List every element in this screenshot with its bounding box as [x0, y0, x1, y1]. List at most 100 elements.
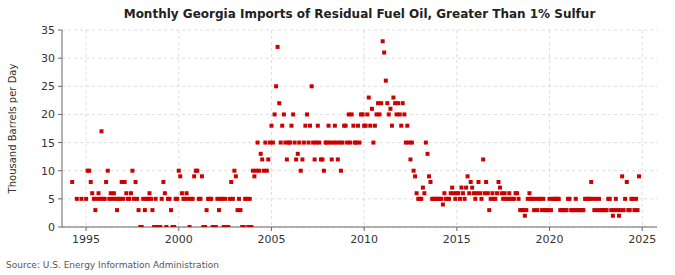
point	[364, 124, 368, 128]
point	[557, 197, 561, 201]
point	[413, 174, 417, 178]
y-tick-label: 25	[41, 80, 55, 93]
point	[277, 101, 281, 105]
point	[172, 225, 176, 227]
point	[135, 197, 139, 201]
point	[168, 197, 172, 201]
point	[112, 191, 116, 195]
point	[175, 197, 179, 201]
point	[177, 169, 181, 173]
x-tick-label: 2025	[628, 233, 656, 246]
point	[232, 169, 236, 173]
x-tick	[364, 227, 365, 231]
point	[271, 141, 275, 145]
point	[291, 112, 295, 116]
point	[161, 180, 165, 184]
point	[625, 180, 629, 184]
point	[466, 174, 470, 178]
point	[467, 191, 471, 195]
point	[288, 141, 292, 145]
point	[209, 197, 213, 201]
point	[458, 197, 462, 201]
point	[285, 157, 289, 161]
point	[442, 191, 446, 195]
source: Source: U.S. Energy Information Administ…	[6, 260, 219, 270]
point	[188, 225, 192, 227]
point	[367, 96, 371, 100]
point	[163, 191, 167, 195]
point	[614, 197, 618, 201]
point	[134, 180, 138, 184]
point	[200, 174, 204, 178]
point	[203, 225, 207, 227]
point	[450, 186, 454, 190]
point	[260, 157, 264, 161]
x-tick	[178, 227, 179, 231]
y-tick	[58, 58, 62, 59]
point	[237, 197, 241, 201]
point	[307, 141, 311, 145]
chart: 1995200020052010201520202025051015202530…	[0, 0, 675, 275]
point	[385, 101, 389, 105]
y-tick-label: 10	[41, 165, 55, 178]
point	[150, 208, 154, 212]
point	[424, 141, 428, 145]
x-tick	[642, 227, 643, 231]
point	[276, 45, 280, 49]
grid-line	[642, 30, 643, 227]
point	[541, 197, 545, 201]
point	[371, 141, 375, 145]
x-tick-label: 1995	[72, 233, 100, 246]
point	[381, 39, 385, 43]
point	[524, 208, 528, 212]
y-tick-label: 5	[48, 193, 55, 206]
point	[115, 208, 119, 212]
point	[350, 112, 354, 116]
y-tick-label: 35	[41, 24, 55, 37]
point	[178, 174, 182, 178]
y-tick	[58, 142, 62, 143]
point	[523, 214, 527, 218]
point	[259, 152, 263, 156]
point	[507, 191, 511, 195]
point	[147, 191, 151, 195]
point	[75, 197, 79, 201]
point	[231, 197, 235, 201]
point	[310, 84, 314, 88]
point	[294, 157, 298, 161]
point	[605, 208, 609, 212]
point	[447, 197, 451, 201]
point	[154, 197, 158, 201]
point	[368, 124, 372, 128]
point	[628, 208, 632, 212]
point	[637, 174, 641, 178]
point	[313, 157, 317, 161]
point	[123, 180, 127, 184]
point	[412, 169, 416, 173]
point	[399, 124, 403, 128]
points	[70, 39, 641, 227]
point	[356, 124, 360, 128]
point	[515, 191, 519, 195]
point	[517, 197, 521, 201]
point	[388, 107, 392, 111]
point	[320, 157, 324, 161]
point	[535, 208, 539, 212]
point	[622, 208, 626, 212]
point	[503, 191, 507, 195]
point	[263, 141, 267, 145]
point	[387, 112, 391, 116]
y-tick	[58, 114, 62, 115]
point	[103, 197, 107, 201]
grid-line	[62, 58, 657, 59]
y-tick	[58, 170, 62, 171]
point	[527, 191, 531, 195]
point	[479, 197, 483, 201]
point	[130, 169, 134, 173]
point	[469, 180, 473, 184]
point	[192, 174, 196, 178]
x-tick	[549, 227, 550, 231]
point	[498, 186, 502, 190]
point	[217, 208, 221, 212]
point	[274, 84, 278, 88]
